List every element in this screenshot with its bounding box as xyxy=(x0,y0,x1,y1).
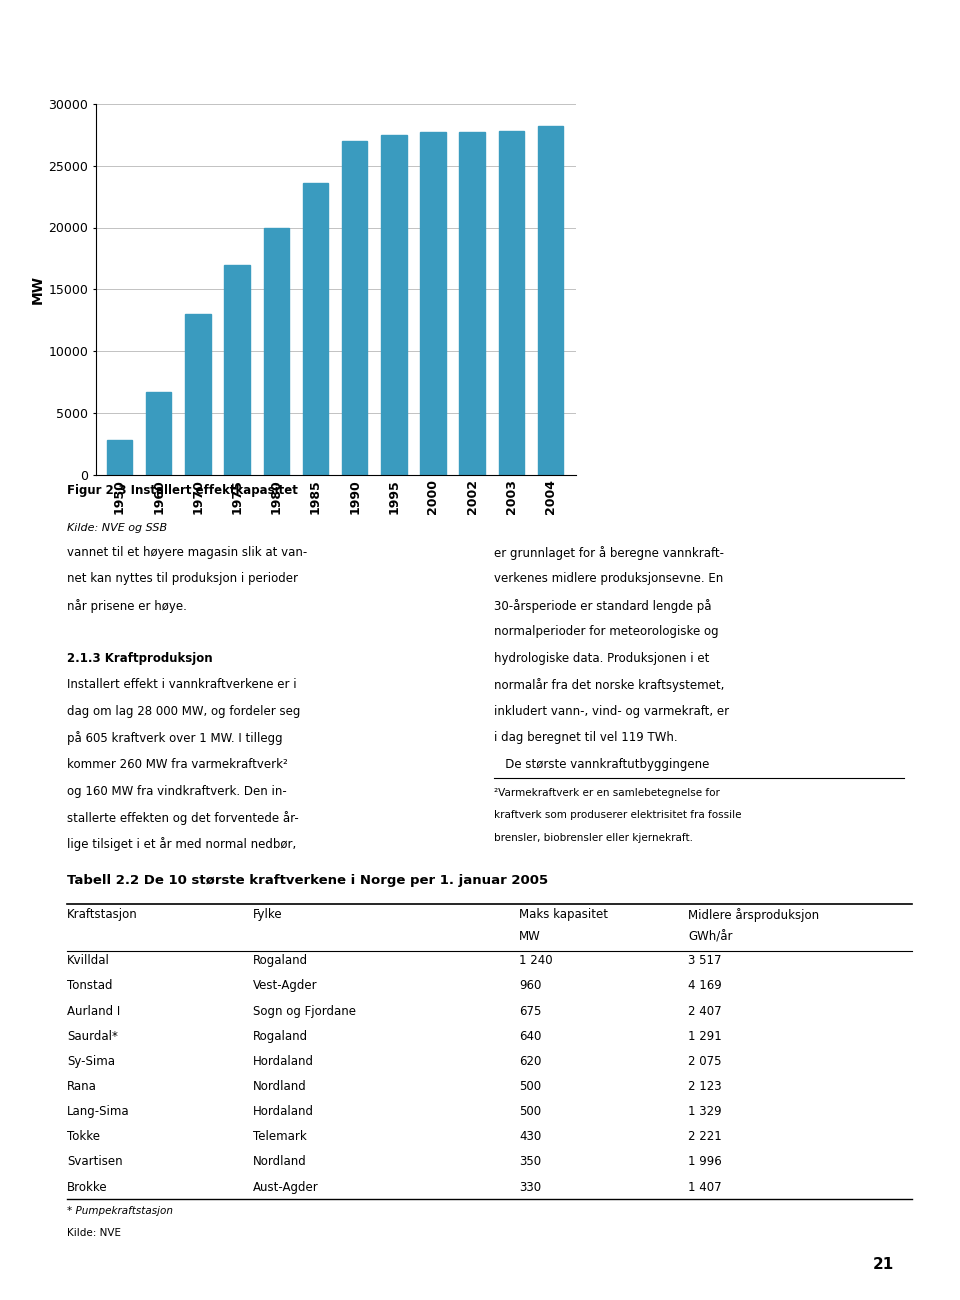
Text: lige tilsiget i et år med normal nedbør,: lige tilsiget i et år med normal nedbør, xyxy=(67,837,297,852)
Text: hydrologiske data. Produksjonen i et: hydrologiske data. Produksjonen i et xyxy=(493,653,709,666)
Text: Tabell 2.2 De 10 største kraftverkene i Norge per 1. januar 2005: Tabell 2.2 De 10 største kraftverkene i … xyxy=(67,874,548,887)
Text: 2 407: 2 407 xyxy=(688,1005,722,1018)
Text: 430: 430 xyxy=(519,1130,541,1143)
Text: 640: 640 xyxy=(519,1030,541,1043)
Text: 2 123: 2 123 xyxy=(688,1080,722,1093)
Text: normalperioder for meteorologiske og: normalperioder for meteorologiske og xyxy=(493,625,718,638)
Text: og 160 MW fra vindkraftverk. Den in-: og 160 MW fra vindkraftverk. Den in- xyxy=(67,784,287,797)
Text: Brokke: Brokke xyxy=(67,1180,108,1193)
Text: 1 407: 1 407 xyxy=(688,1180,722,1193)
Bar xyxy=(146,391,172,474)
Text: Midlere årsproduksjon: Midlere årsproduksjon xyxy=(688,907,819,922)
Text: 350: 350 xyxy=(519,1156,541,1169)
Text: når prisene er høye.: når prisene er høye. xyxy=(67,599,187,614)
Text: 2.1.3 Kraftproduksjon: 2.1.3 Kraftproduksjon xyxy=(67,653,213,666)
Bar xyxy=(420,133,445,474)
Text: 30-årsperiode er standard lengde på: 30-årsperiode er standard lengde på xyxy=(493,599,711,614)
Text: 960: 960 xyxy=(519,979,541,992)
Text: stallerte effekten og det forventede år-: stallerte effekten og det forventede år- xyxy=(67,811,299,826)
Text: Vest-Agder: Vest-Agder xyxy=(253,979,318,992)
Text: Nordland: Nordland xyxy=(253,1156,307,1169)
Text: Maks kapasitet: Maks kapasitet xyxy=(519,907,609,920)
Text: Sogn og Fjordane: Sogn og Fjordane xyxy=(253,1005,356,1018)
Text: Aust-Agder: Aust-Agder xyxy=(253,1180,319,1193)
Y-axis label: MW: MW xyxy=(31,274,44,304)
Bar xyxy=(538,126,564,475)
Text: normalår fra det norske kraftsystemet,: normalår fra det norske kraftsystemet, xyxy=(493,679,724,693)
Text: Aurland I: Aurland I xyxy=(67,1005,120,1018)
Text: verkenes midlere produksjonsevne. En: verkenes midlere produksjonsevne. En xyxy=(493,572,723,585)
Text: Kraftstasjon: Kraftstasjon xyxy=(67,907,138,920)
Text: 3 517: 3 517 xyxy=(688,954,722,967)
Text: er grunnlaget for å beregne vannkraft-: er grunnlaget for å beregne vannkraft- xyxy=(493,546,724,560)
Text: Rana: Rana xyxy=(67,1080,97,1093)
Text: Hordaland: Hordaland xyxy=(253,1105,314,1118)
Text: De største vannkraftutbyggingene: De største vannkraftutbyggingene xyxy=(493,758,709,771)
Text: 500: 500 xyxy=(519,1105,541,1118)
Text: 1 996: 1 996 xyxy=(688,1156,722,1169)
Text: GWh/år: GWh/år xyxy=(688,930,732,942)
Text: ²Varmekraftverk er en samlebetegnelse for: ²Varmekraftverk er en samlebetegnelse fo… xyxy=(493,788,720,798)
Text: kraftverk som produserer elektrisitet fra fossile: kraftverk som produserer elektrisitet fr… xyxy=(493,810,741,820)
Bar xyxy=(185,315,210,474)
Text: 2: 2 xyxy=(878,12,931,86)
Bar xyxy=(302,183,328,474)
Text: på 605 kraftverk over 1 MW. I tillegg: på 605 kraftverk over 1 MW. I tillegg xyxy=(67,732,283,745)
Text: dag om lag 28 000 MW, og fordeler seg: dag om lag 28 000 MW, og fordeler seg xyxy=(67,705,300,718)
Text: MW: MW xyxy=(519,930,540,942)
Text: vannet til et høyere magasin slik at van-: vannet til et høyere magasin slik at van… xyxy=(67,546,307,559)
Text: Sy-Sima: Sy-Sima xyxy=(67,1054,115,1067)
Text: Saurdal*: Saurdal* xyxy=(67,1030,118,1043)
Text: i dag beregnet til vel 119 TWh.: i dag beregnet til vel 119 TWh. xyxy=(493,732,678,745)
Text: 1 240: 1 240 xyxy=(519,954,553,967)
Bar xyxy=(460,131,485,474)
Text: Tonstad: Tonstad xyxy=(67,979,112,992)
Bar xyxy=(225,265,250,474)
Text: 675: 675 xyxy=(519,1005,541,1018)
Text: Rogaland: Rogaland xyxy=(253,1030,308,1043)
Text: Installert effekt i vannkraftverkene er i: Installert effekt i vannkraftverkene er … xyxy=(67,679,297,692)
Text: Kilde: NVE og SSB: Kilde: NVE og SSB xyxy=(67,523,167,533)
Text: Figur 2.3 Installert effektkapasitet: Figur 2.3 Installert effektkapasitet xyxy=(67,485,298,497)
Text: Rogaland: Rogaland xyxy=(253,954,308,967)
Text: * Pumpekraftstasjon: * Pumpekraftstasjon xyxy=(67,1205,173,1216)
Bar xyxy=(107,439,132,474)
Bar xyxy=(342,140,368,474)
Bar xyxy=(498,131,524,474)
Text: 500: 500 xyxy=(519,1080,541,1093)
Text: Svartisen: Svartisen xyxy=(67,1156,123,1169)
Text: Kilde: NVE: Kilde: NVE xyxy=(67,1228,121,1238)
Text: Fylke: Fylke xyxy=(253,907,282,920)
Text: Nordland: Nordland xyxy=(253,1080,307,1093)
Text: 4 169: 4 169 xyxy=(688,979,722,992)
Text: kommer 260 MW fra varmekraftverk²: kommer 260 MW fra varmekraftverk² xyxy=(67,758,288,771)
Text: inkludert vann-, vind- og varmekraft, er: inkludert vann-, vind- og varmekraft, er xyxy=(493,705,729,718)
Bar xyxy=(263,227,289,474)
Text: 2 221: 2 221 xyxy=(688,1130,722,1143)
Text: 2 075: 2 075 xyxy=(688,1054,722,1067)
Text: 330: 330 xyxy=(519,1180,541,1193)
Text: Kvilldal: Kvilldal xyxy=(67,954,110,967)
Text: Lang-Sima: Lang-Sima xyxy=(67,1105,130,1118)
Text: Hordaland: Hordaland xyxy=(253,1054,314,1067)
Text: 1 329: 1 329 xyxy=(688,1105,722,1118)
Text: 21: 21 xyxy=(873,1257,894,1271)
Text: 620: 620 xyxy=(519,1054,541,1067)
Text: Telemark: Telemark xyxy=(253,1130,307,1143)
Text: brensler, biobrensler eller kjernekraft.: brensler, biobrensler eller kjernekraft. xyxy=(493,833,693,842)
Text: Tokke: Tokke xyxy=(67,1130,100,1143)
Text: 1 291: 1 291 xyxy=(688,1030,722,1043)
Bar xyxy=(381,135,406,474)
Text: net kan nyttes til produksjon i perioder: net kan nyttes til produksjon i perioder xyxy=(67,572,299,585)
